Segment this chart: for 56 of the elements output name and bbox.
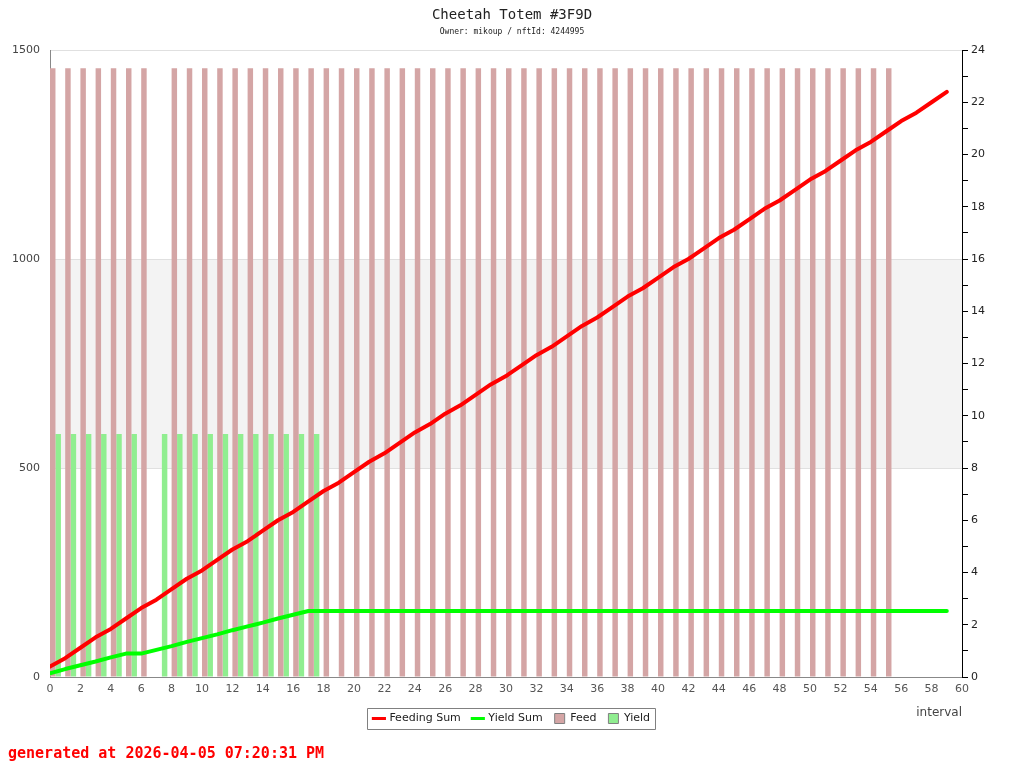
x-tick-label: 36 (590, 682, 605, 696)
x-tick-label: 24 (407, 682, 422, 696)
x-tick-label: 8 (168, 682, 176, 696)
y2-tick-label: 6 (971, 513, 978, 527)
y2-tick-label: 24 (971, 42, 985, 56)
x-tick-label: 60 (955, 682, 969, 696)
x-tick-label: 6 (137, 682, 145, 696)
x-tick-label: 38 (620, 682, 635, 696)
x-tick-label: 22 (377, 682, 392, 696)
x-tick-label: 2 (76, 682, 84, 696)
x-tick-label: 48 (772, 682, 787, 696)
y2-tick-label: 18 (971, 199, 985, 213)
text: generated at 2026-04-05 07:20:31 PM (8, 744, 325, 762)
y-tick-label: 500 (19, 460, 40, 474)
y2-tick-label: 20 (971, 147, 985, 161)
x-tick-label: 0 (46, 682, 54, 696)
x-tick-label: 18 (316, 682, 331, 696)
x-tick-label: 44 (711, 682, 726, 696)
x-tick-label: 30 (499, 682, 513, 696)
legend-label: Yield Sum (487, 711, 543, 725)
x-tick-label: 40 (651, 682, 665, 696)
y2-tick-label: 14 (971, 304, 985, 318)
y2-tick-label: 0 (971, 669, 978, 683)
y2-tick-label: 16 (971, 251, 985, 265)
legend-label: Yield (622, 711, 651, 725)
x-tick-label: 28 (468, 682, 483, 696)
x-tick-label: 58 (924, 682, 939, 696)
chart-subtitle: Owner: mikoup / nftId: 4244995 (439, 26, 585, 36)
y2-tick-label: 8 (971, 460, 978, 474)
x-tick-label: 50 (803, 682, 817, 696)
y2-tick-label: 2 (971, 617, 978, 631)
x-tick-label: 10 (195, 682, 209, 696)
x-axis-title: interval (916, 704, 962, 719)
x-tick-label: 32 (529, 682, 544, 696)
x-tick-label: 46 (742, 682, 757, 696)
x-tick-label: 12 (225, 682, 240, 696)
x-tick-label: 14 (255, 682, 270, 696)
y2-tick-label: 12 (971, 356, 985, 370)
y-tick-label: 0 (33, 669, 40, 683)
x-tick-label: 20 (347, 682, 361, 696)
legend-label: Feeding Sum (389, 711, 461, 725)
x-tick-label: 56 (894, 682, 909, 696)
y-tick-label: 1000 (12, 251, 40, 265)
x-tick-label: 4 (107, 682, 115, 696)
y-tick-label: 1500 (12, 42, 40, 56)
x-tick-label: 54 (863, 682, 878, 696)
x-tick-label: 52 (833, 682, 848, 696)
x-tick-label: 34 (559, 682, 574, 696)
x-tick-label: 42 (681, 682, 696, 696)
y2-tick-label: 4 (971, 565, 978, 579)
x-tick-label: 26 (438, 682, 453, 696)
y2-tick-label: 22 (971, 95, 985, 109)
chart-title: Cheetah Totem #3F9D (431, 6, 593, 23)
y2-tick-label: 10 (971, 408, 985, 422)
legend-label: Feed (570, 711, 597, 725)
x-tick-label: 16 (286, 682, 301, 696)
